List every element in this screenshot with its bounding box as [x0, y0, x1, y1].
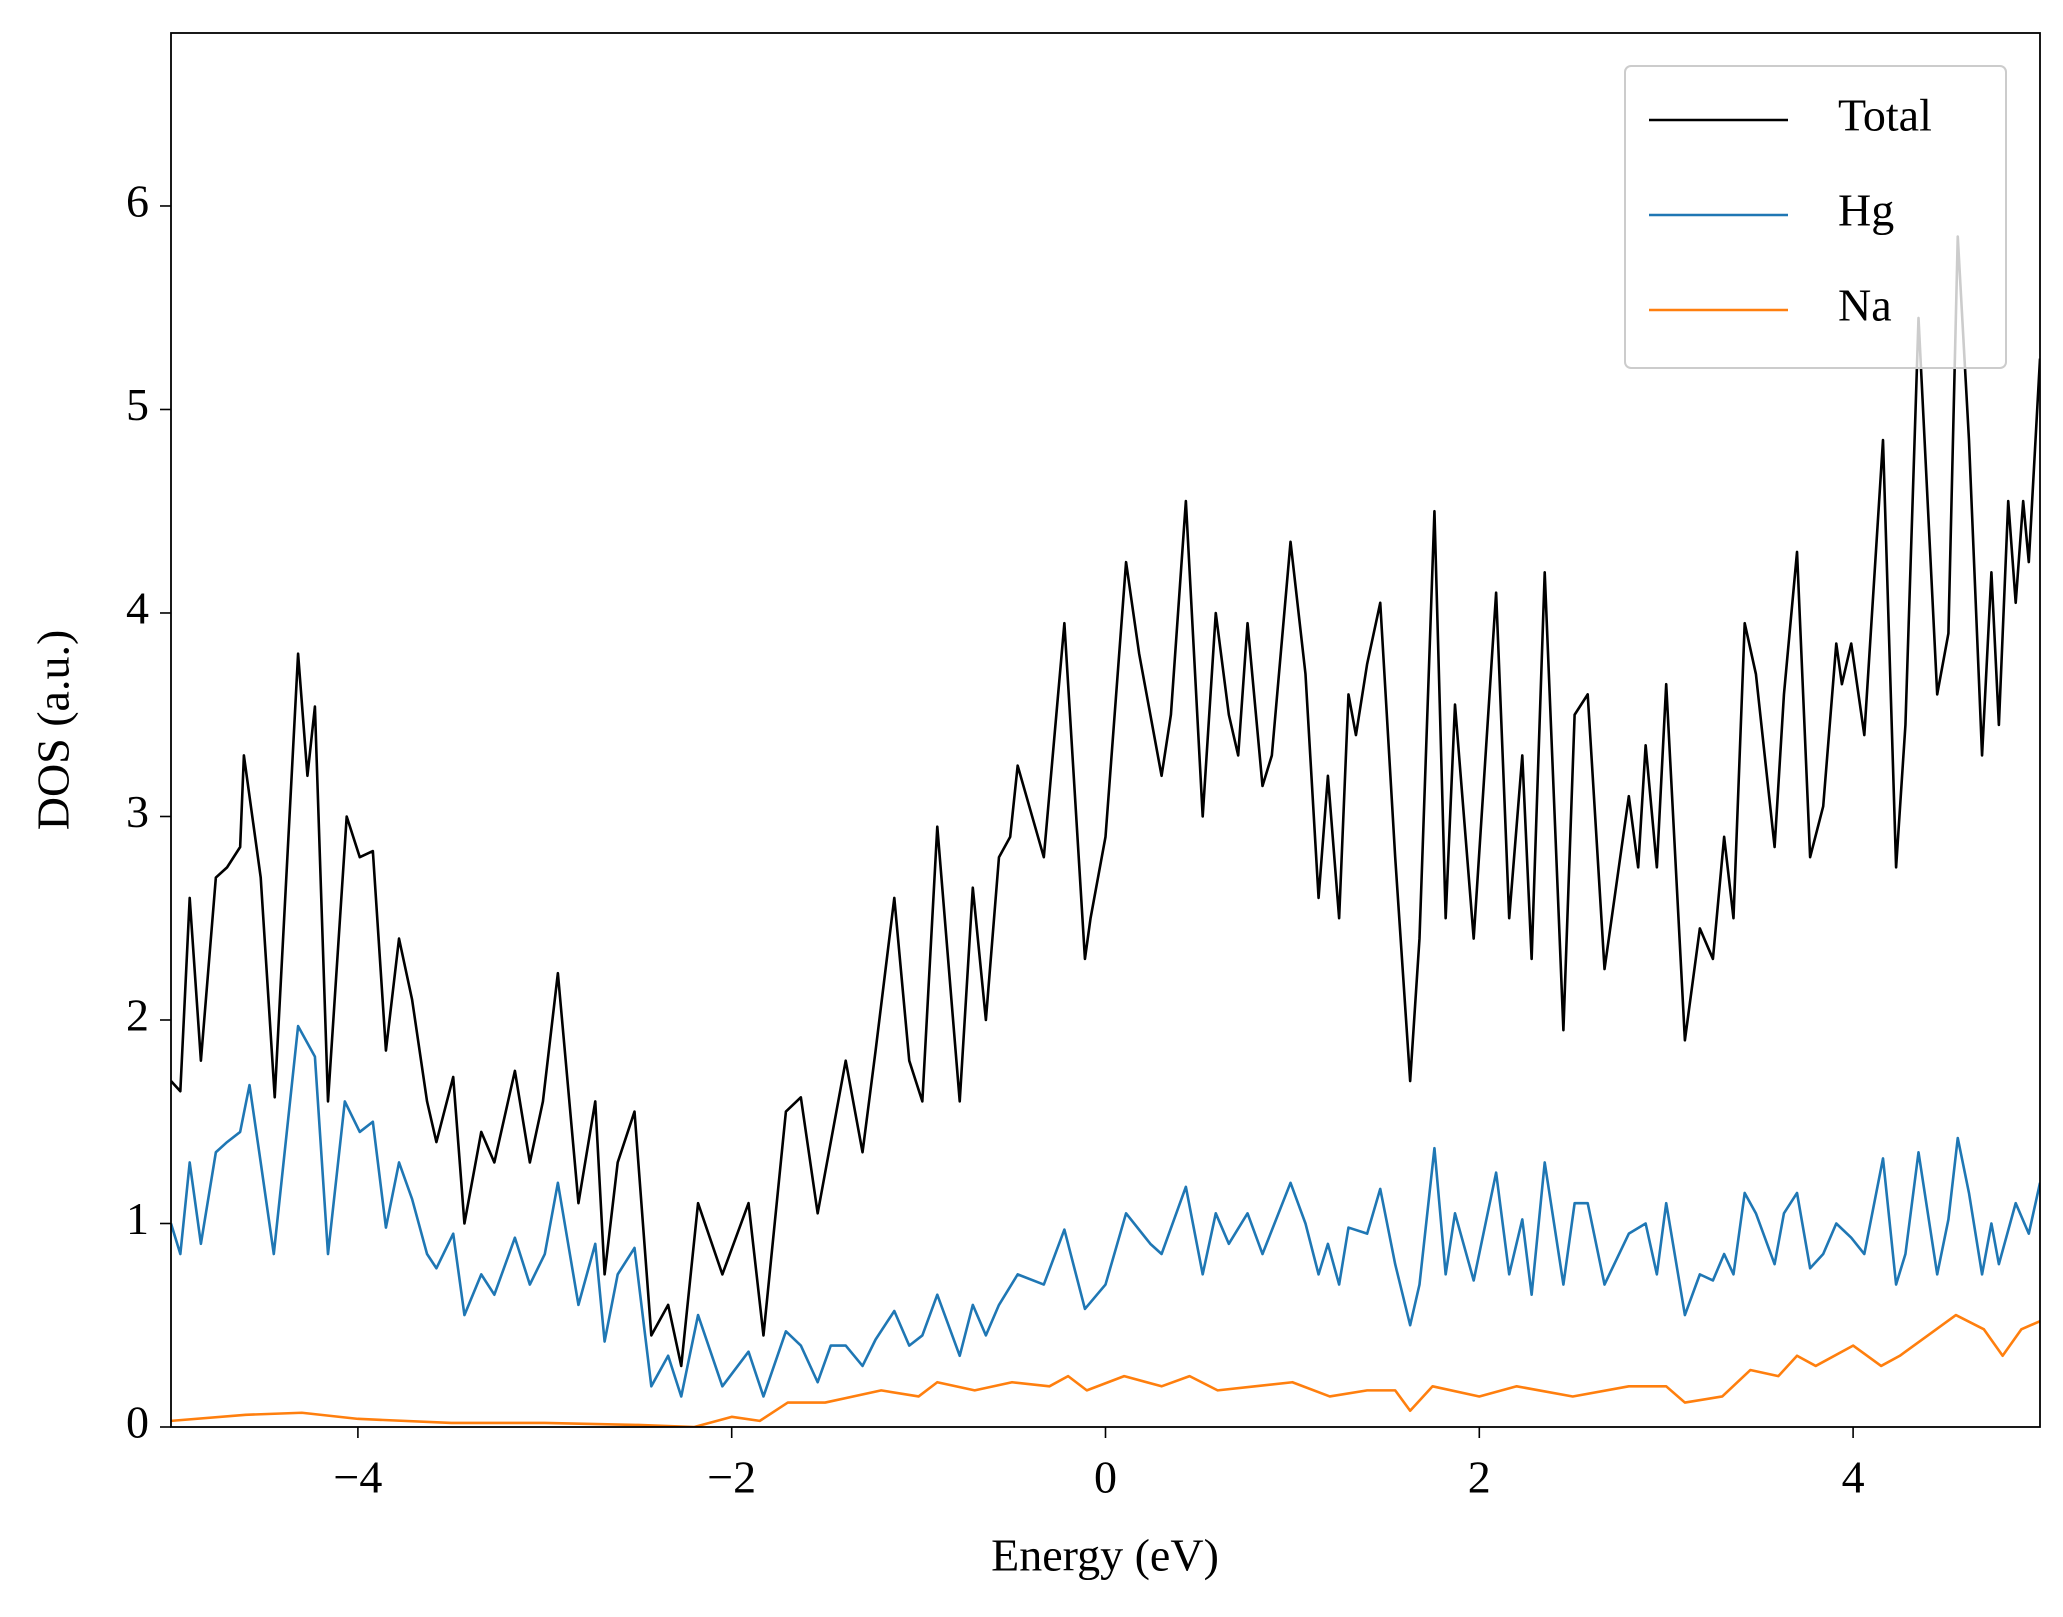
series-line [171, 1313, 2040, 1427]
x-tick-label: 2 [1468, 1452, 1491, 1503]
x-axis-label: Energy (eV) [991, 1530, 1219, 1581]
y-axis-label: DOS (a.u.) [28, 630, 79, 831]
y-tick-label: 3 [126, 786, 149, 837]
y-tick-label: 5 [126, 379, 149, 430]
series-line [171, 235, 2040, 1368]
legend-label: Na [1838, 280, 1892, 331]
legend-label: Hg [1838, 185, 1894, 236]
legend-label: Total [1838, 90, 1932, 141]
x-tick-label: 4 [1842, 1452, 1865, 1503]
y-tick-label: 4 [126, 583, 149, 634]
y-tick-label: 2 [126, 990, 149, 1041]
series-line [171, 1024, 2040, 1398]
x-tick-label: 0 [1094, 1452, 1117, 1503]
x-tick-label: −4 [333, 1452, 382, 1503]
y-tick-label: 6 [126, 176, 149, 227]
axes-frame [170, 32, 2041, 1428]
legend-box [1624, 65, 2007, 369]
y-tick-label: 0 [126, 1397, 149, 1448]
x-tick-label: −2 [707, 1452, 756, 1503]
y-tick-label: 1 [126, 1193, 149, 1244]
